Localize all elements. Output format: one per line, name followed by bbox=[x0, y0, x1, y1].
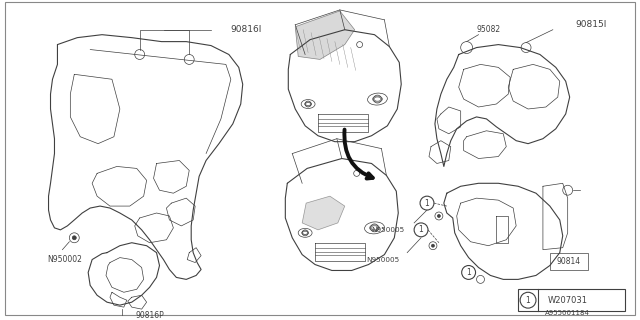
Text: 95082: 95082 bbox=[477, 25, 500, 34]
Text: 90816I: 90816I bbox=[231, 25, 262, 34]
Text: 1: 1 bbox=[419, 225, 424, 234]
Text: 90816P: 90816P bbox=[135, 310, 164, 320]
Text: 1: 1 bbox=[424, 199, 429, 208]
Text: N950005: N950005 bbox=[371, 227, 404, 233]
Text: W207031: W207031 bbox=[548, 296, 588, 305]
Circle shape bbox=[72, 236, 76, 240]
Text: 90814: 90814 bbox=[557, 257, 580, 266]
Text: 1: 1 bbox=[525, 296, 531, 305]
Bar bbox=[518, 289, 625, 311]
Text: N950002: N950002 bbox=[47, 255, 82, 264]
Circle shape bbox=[431, 244, 435, 247]
Polygon shape bbox=[295, 11, 355, 60]
Polygon shape bbox=[302, 196, 345, 230]
Circle shape bbox=[437, 214, 440, 218]
Text: 1: 1 bbox=[466, 268, 471, 277]
Bar bbox=[550, 253, 588, 270]
Text: N950005: N950005 bbox=[366, 257, 399, 263]
Text: 90815I: 90815I bbox=[575, 20, 607, 29]
Text: A955001184: A955001184 bbox=[545, 310, 590, 316]
